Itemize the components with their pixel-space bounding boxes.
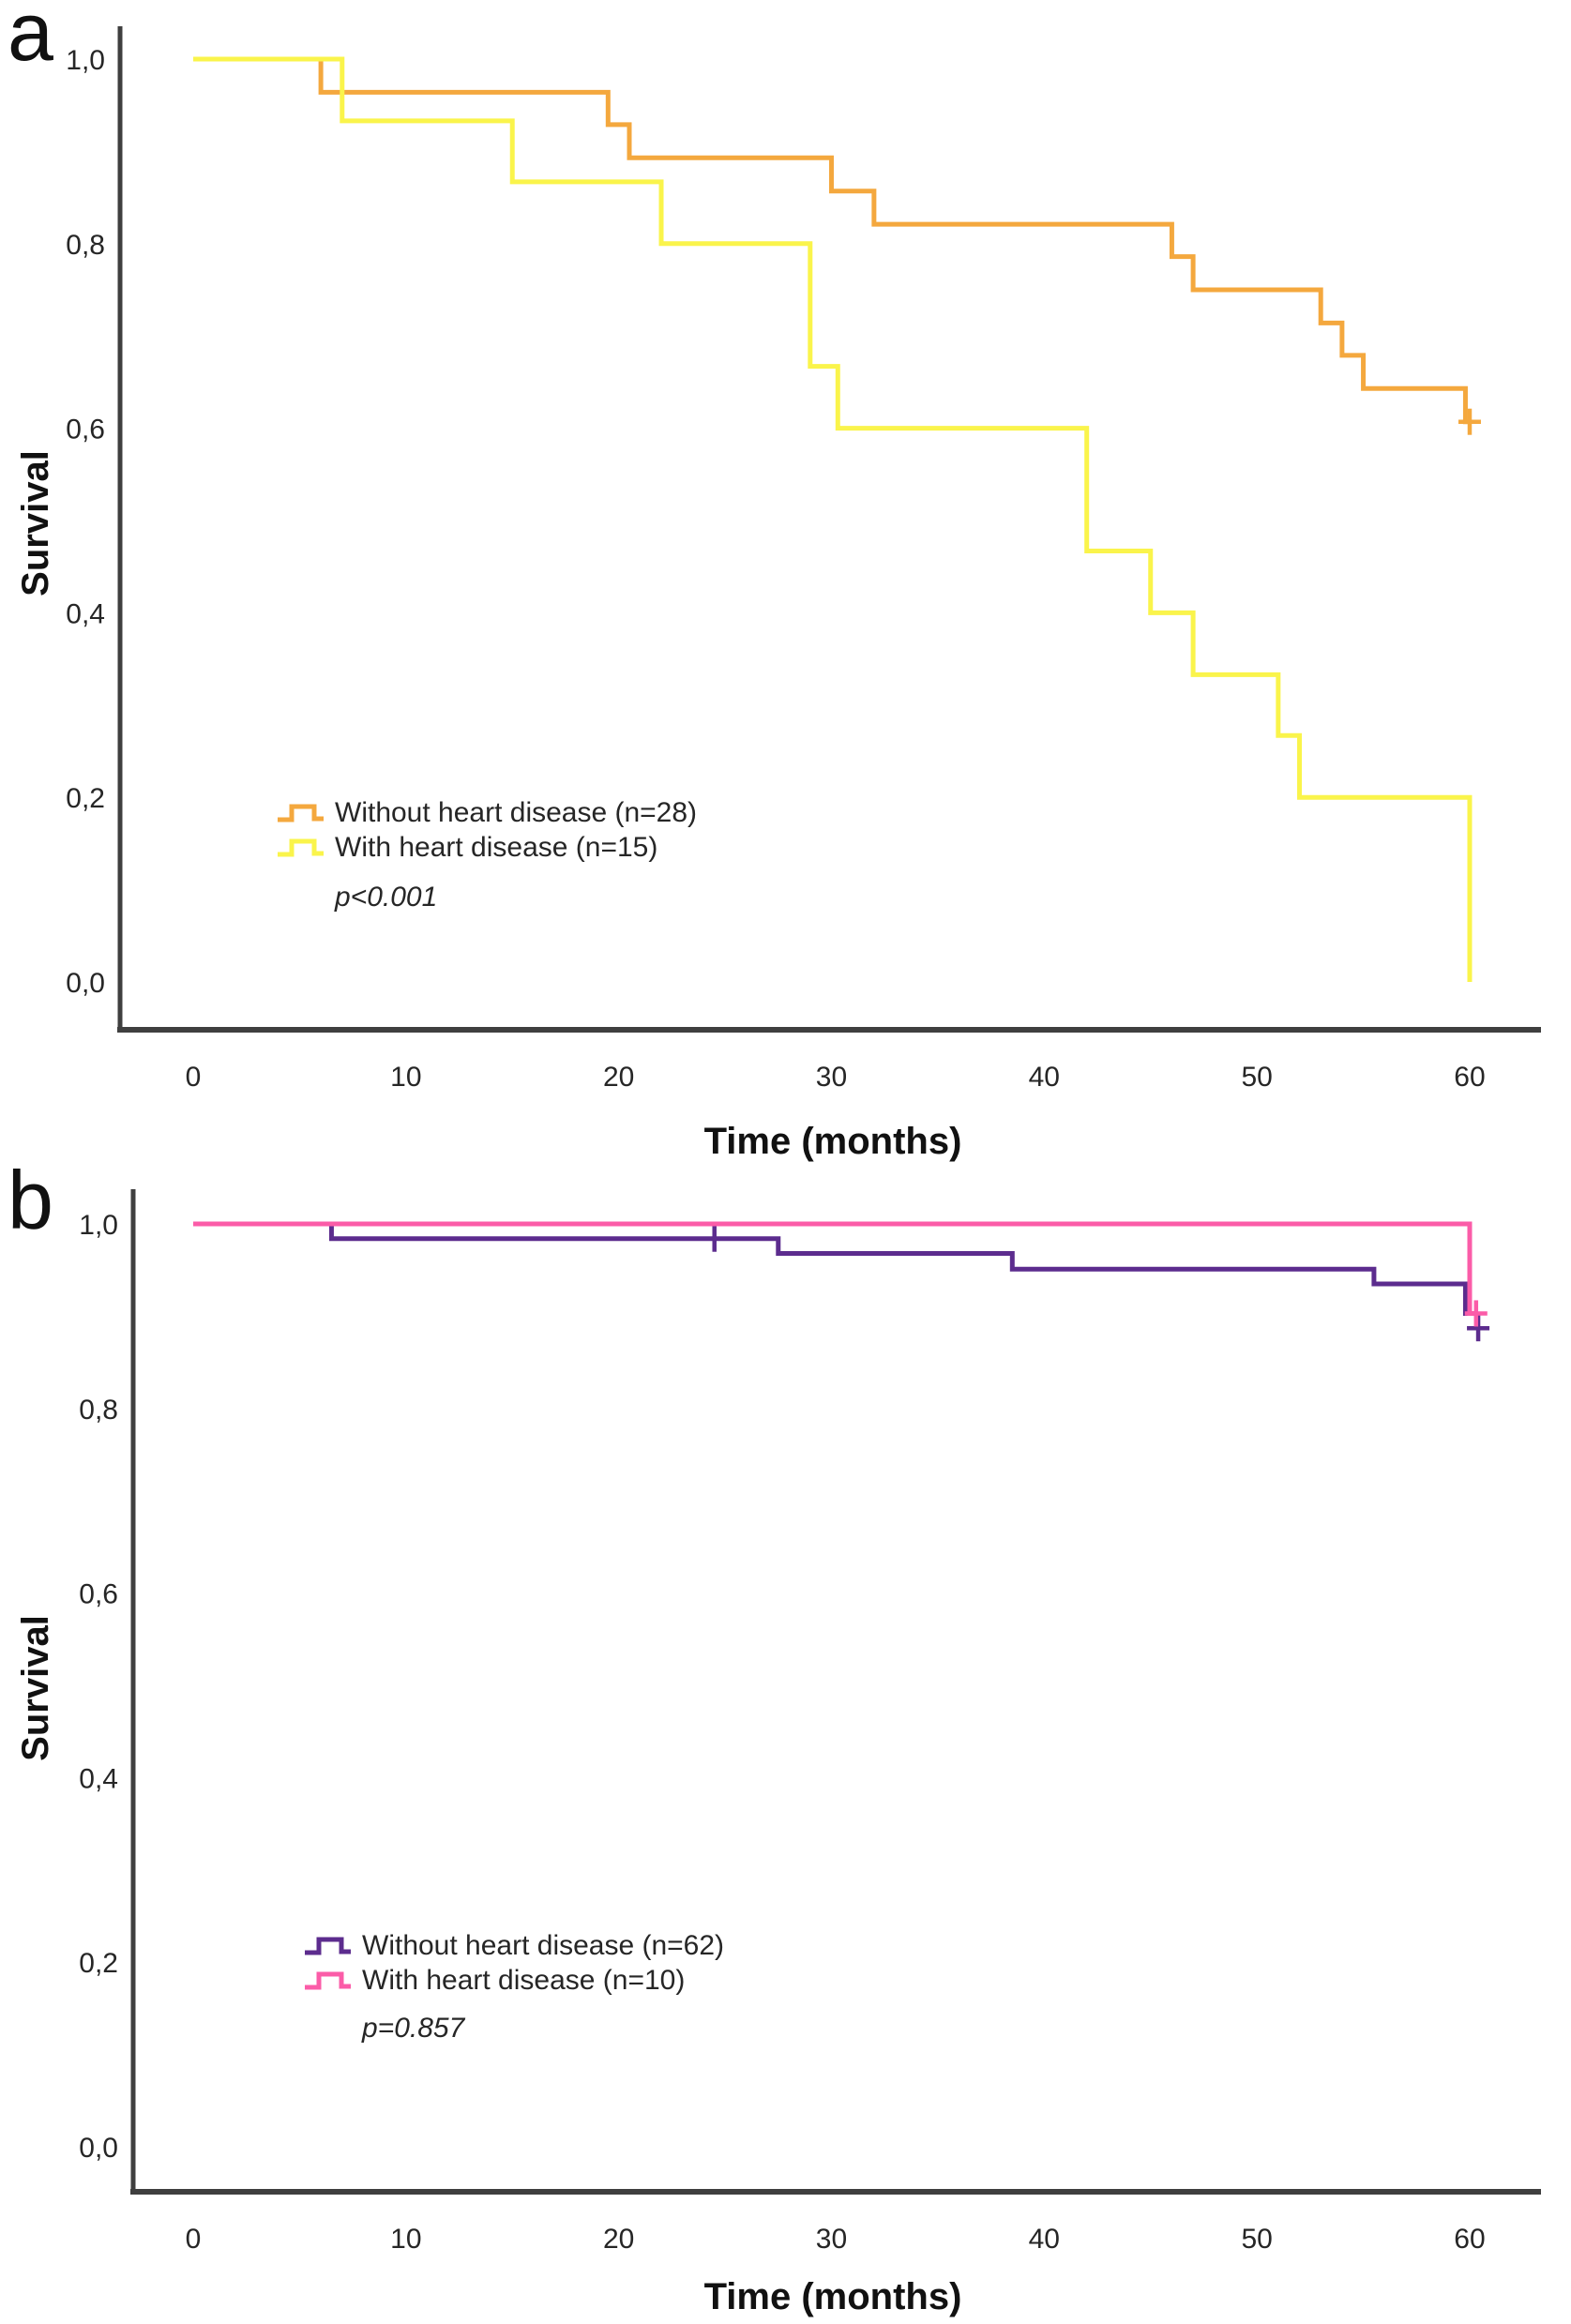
- x-tick-label: 20: [603, 2224, 634, 2255]
- legend-item-without-heart-disease: Without heart disease (n=28): [275, 795, 697, 830]
- panel-b-p-value: p=0.857: [362, 2013, 465, 2044]
- x-tick-label: 10: [390, 1062, 421, 1093]
- x-tick-label: 60: [1454, 1062, 1485, 1093]
- x-tick-label: 40: [1029, 1062, 1060, 1093]
- censor-plus-marker: [702, 1225, 726, 1252]
- censor-plus-marker: [1464, 1300, 1488, 1327]
- x-tick-label: 40: [1029, 2224, 1060, 2255]
- y-tick-label: 0,0: [79, 2133, 118, 2164]
- panel-a-legend: Without heart disease (n=28) With heart …: [275, 795, 697, 865]
- km-step-legend-marker-icon: [305, 1971, 351, 1989]
- censor-plus-marker: [1467, 1315, 1490, 1342]
- legend-label: With heart disease (n=15): [335, 831, 658, 863]
- x-tick-label: 30: [816, 2224, 847, 2255]
- legend-item-with-heart-disease: With heart disease (n=10): [302, 1963, 724, 1998]
- y-tick-label: 0,8: [79, 1395, 118, 1426]
- y-tick-label: 0,0: [66, 968, 105, 999]
- legend-label: Without heart disease (n=28): [335, 796, 698, 828]
- x-tick-label: 20: [603, 1062, 634, 1093]
- y-tick-label: 0,6: [66, 415, 105, 445]
- x-tick-label: 0: [186, 2224, 202, 2255]
- x-tick-label: 50: [1241, 1062, 1272, 1093]
- y-tick-label: 0,8: [66, 230, 105, 261]
- panel-b-plot-svg: 1,0 0,8 0,6 0,4 0,2 0,0 0 10 20 30 40 50 60: [79, 1189, 1541, 2255]
- x-tick-label: 50: [1241, 2224, 1272, 2255]
- panel-a-y-axis-title: Survival: [15, 450, 56, 596]
- y-tick-label: 0,2: [79, 1948, 118, 1979]
- y-tick-label: 0,4: [66, 598, 105, 629]
- x-tick-label: 60: [1454, 2224, 1485, 2255]
- x-tick-label: 30: [816, 1062, 847, 1093]
- x-tick-label: 10: [390, 2224, 421, 2255]
- y-tick-label: 0,2: [66, 783, 105, 814]
- panel-b-letter: b: [8, 1154, 53, 1246]
- legend-item-without-heart-disease: Without heart disease (n=62): [302, 1928, 724, 1963]
- panel-b: b 1,0 0,8 0,6 0,4 0,2 0,0 0 10 20 30 40 50 60 Surviv…: [0, 1159, 1571, 2324]
- km-step-legend-marker-icon: [305, 1937, 351, 1954]
- y-tick-label: 1,0: [66, 45, 105, 76]
- km-curve-with-heart-disease: [193, 56, 1473, 982]
- panel-a-plot-svg: 1,0 0,8 0,6 0,4 0,2 0,0 0 10 20 30 40 50 60: [66, 26, 1541, 1093]
- km-step-legend-marker-icon: [278, 804, 324, 822]
- panel-b-x-axis-title: Time (months): [703, 2276, 962, 2317]
- x-tick-label: 0: [186, 1062, 202, 1093]
- legend-item-with-heart-disease: With heart disease (n=15): [275, 830, 697, 865]
- y-tick-label: 0,6: [79, 1579, 118, 1610]
- panel-a-letter: a: [8, 0, 53, 78]
- km-curve-without-heart-disease: [193, 1221, 1470, 1316]
- panel-a-p-value: p<0.001: [335, 882, 438, 913]
- panel-a-x-axis-title: Time (months): [703, 1121, 962, 1162]
- y-tick-label: 0,4: [79, 1763, 118, 1794]
- legend-label: With heart disease (n=10): [362, 1964, 686, 1996]
- panel-b-legend: Without heart disease (n=62) With heart …: [302, 1928, 724, 1998]
- panel-a: a 1,0 0,8 0,6 0,4 0,2 0,0 0 10 20 30 40 50 60 Surviv…: [8, 0, 1541, 1162]
- y-tick-label: 1,0: [79, 1210, 118, 1241]
- panel-b-y-axis-title: Survival: [15, 1615, 56, 1761]
- km-curve-without-heart-disease: [193, 56, 1470, 425]
- censor-plus-marker: [1458, 408, 1481, 435]
- legend-label: Without heart disease (n=62): [362, 1929, 725, 1961]
- km-step-legend-marker-icon: [278, 838, 324, 856]
